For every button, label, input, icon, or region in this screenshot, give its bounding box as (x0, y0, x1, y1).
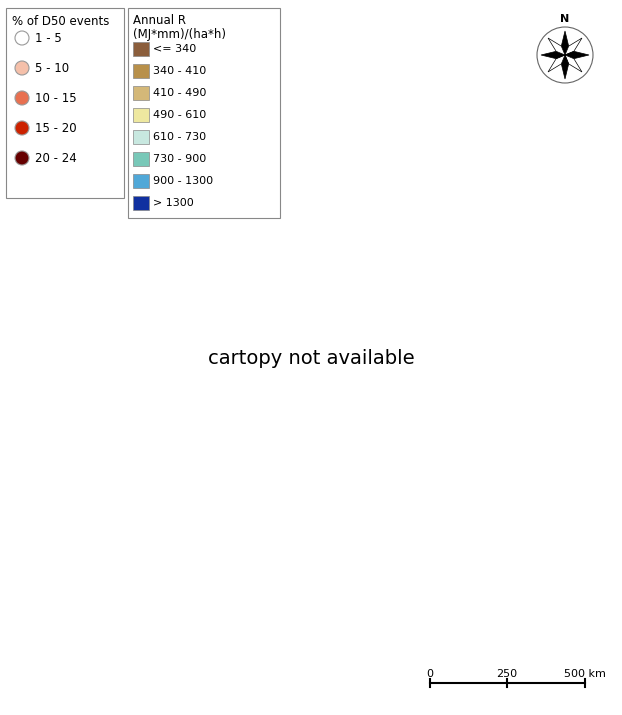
Circle shape (15, 121, 29, 135)
Polygon shape (561, 31, 569, 55)
Bar (133, 196, 149, 210)
Text: 20 - 24: 20 - 24 (35, 152, 77, 164)
Text: % of D50 events: % of D50 events (12, 15, 109, 28)
Text: 1 - 5: 1 - 5 (35, 31, 62, 44)
Bar (128, 8, 280, 218)
Polygon shape (561, 55, 569, 79)
Polygon shape (565, 38, 582, 55)
Text: N: N (560, 14, 570, 24)
Text: 250: 250 (496, 669, 518, 679)
Circle shape (15, 151, 29, 165)
Text: cartopy not available: cartopy not available (208, 348, 414, 368)
Circle shape (15, 91, 29, 105)
Bar (133, 152, 149, 166)
Text: 500 km: 500 km (564, 669, 606, 679)
Text: 410 - 490: 410 - 490 (153, 88, 207, 98)
Text: 10 - 15: 10 - 15 (35, 92, 77, 104)
Bar (133, 64, 149, 78)
Text: 5 - 10: 5 - 10 (35, 61, 69, 74)
Text: 610 - 730: 610 - 730 (153, 132, 206, 142)
Bar (133, 108, 149, 122)
Circle shape (15, 31, 29, 45)
Polygon shape (548, 55, 565, 72)
Polygon shape (548, 38, 565, 55)
Polygon shape (541, 51, 565, 59)
Text: 0: 0 (427, 669, 434, 679)
Bar (133, 42, 149, 56)
Polygon shape (565, 51, 589, 59)
Text: 900 - 1300: 900 - 1300 (153, 176, 213, 186)
Bar (133, 86, 149, 100)
Text: 15 - 20: 15 - 20 (35, 122, 77, 134)
Bar (133, 174, 149, 188)
Circle shape (537, 27, 593, 83)
Polygon shape (565, 55, 582, 72)
Circle shape (15, 61, 29, 75)
Bar (133, 130, 149, 144)
Bar (6, 8, 124, 198)
Text: Annual R: Annual R (133, 14, 186, 27)
Text: (MJ*mm)/(ha*h): (MJ*mm)/(ha*h) (133, 28, 226, 41)
Text: 340 - 410: 340 - 410 (153, 66, 207, 76)
Text: 730 - 900: 730 - 900 (153, 154, 207, 164)
Text: > 1300: > 1300 (153, 198, 193, 208)
Text: 490 - 610: 490 - 610 (153, 110, 207, 120)
Text: <= 340: <= 340 (153, 44, 197, 54)
